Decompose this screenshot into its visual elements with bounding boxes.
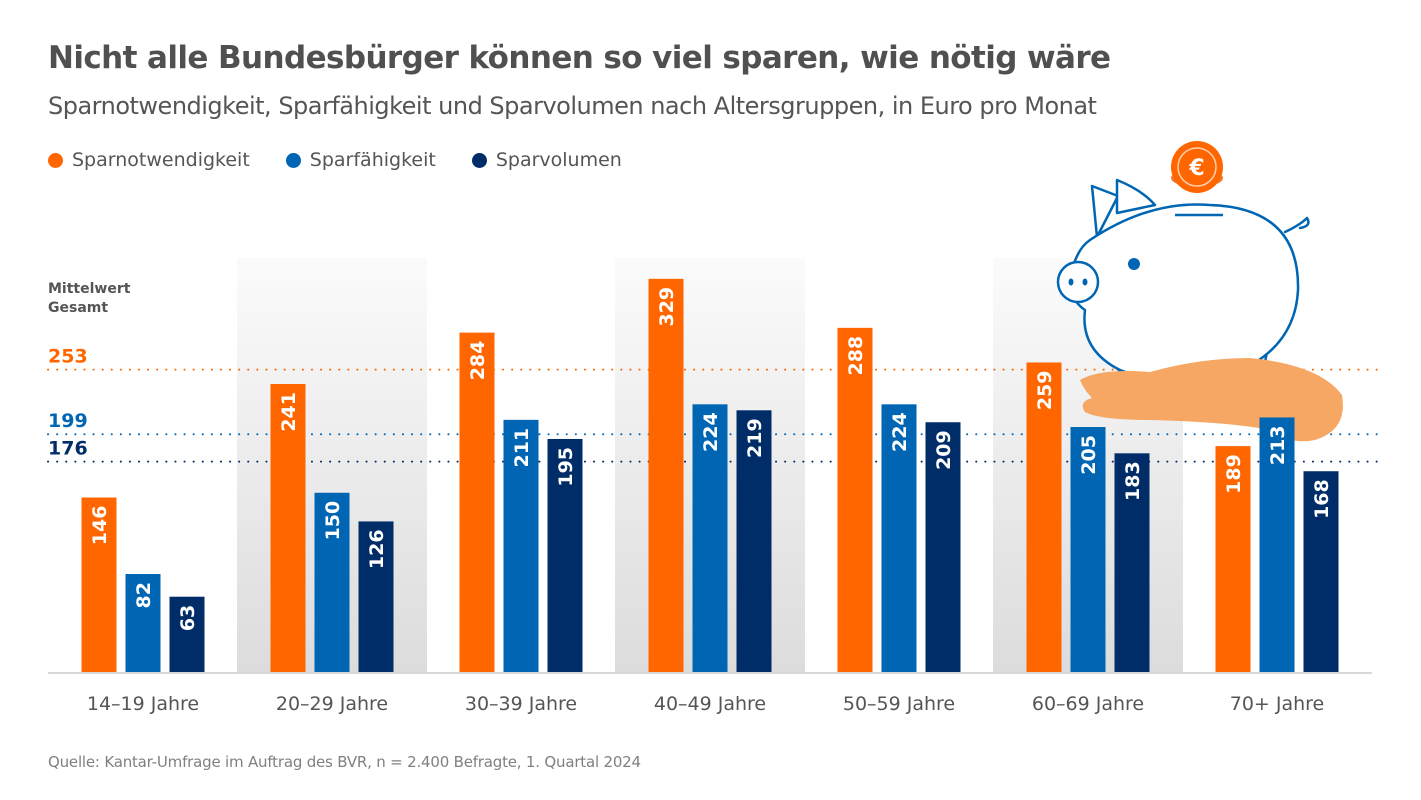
legend-label: Sparfähigkeit [309, 149, 436, 171]
bar [692, 404, 728, 672]
x-tick-label: 14–19 Jahre [87, 693, 199, 715]
mean-title-line2: Gesamt [48, 300, 109, 316]
bar [1070, 427, 1106, 672]
bar [1114, 453, 1150, 672]
bar-value-label: 211 [511, 428, 533, 468]
bar-value-label: 150 [322, 501, 344, 541]
bar-value-label: 63 [177, 605, 199, 631]
euro-coin-icon: € [1171, 141, 1223, 193]
bar [125, 574, 161, 672]
legend-label: Sparvolumen [495, 149, 622, 171]
bar-value-label: 209 [933, 430, 955, 470]
legend: Sparnotwendigkeit Sparfähigkeit Sparvolu… [48, 149, 622, 171]
bar [648, 278, 684, 672]
legend-item-sparvolumen: Sparvolumen [471, 149, 622, 171]
bar [881, 404, 917, 672]
source-note: Quelle: Kantar-Umfrage im Auftrag des BV… [48, 753, 641, 771]
bar-value-label: 259 [1034, 370, 1056, 410]
bar [547, 438, 583, 672]
bar [81, 497, 117, 672]
mean-value-label: 199 [48, 410, 88, 432]
bar [358, 521, 394, 672]
bar [1259, 417, 1295, 672]
bar [837, 327, 873, 672]
chart-title: Nicht alle Bundesbürger können so viel s… [48, 40, 1111, 76]
x-tick-label: 30–39 Jahre [465, 693, 577, 715]
legend-dot-icon [471, 152, 487, 168]
bar-value-label: 329 [656, 287, 678, 327]
bar-value-label: 168 [1311, 479, 1333, 519]
bar-value-label: 183 [1122, 461, 1144, 501]
x-tick-label: 70+ Jahre [1230, 693, 1325, 715]
mean-value-label: 253 [48, 346, 88, 368]
legend-dot-icon [48, 152, 63, 168]
bar [314, 492, 350, 672]
bar [925, 422, 961, 672]
x-tick-label: 50–59 Jahre [843, 693, 955, 715]
piggy-bank-illustration: € [1056, 141, 1343, 442]
x-tick-label: 60–69 Jahre [1032, 693, 1144, 715]
bar-value-label: 146 [89, 506, 111, 546]
bar-value-label: 288 [845, 336, 867, 376]
mean-title: Mittelwert Gesamt [48, 280, 130, 318]
euro-symbol: € [1188, 156, 1204, 181]
bar-value-label: 284 [467, 341, 489, 381]
legend-label: Sparnotwendigkeit [72, 149, 250, 171]
legend-item-sparnotwendigkeit: Sparnotwendigkeit [48, 149, 250, 171]
x-tick-label: 40–49 Jahre [654, 693, 766, 715]
mean-title-line1: Mittelwert [48, 281, 131, 297]
legend-dot-icon [285, 152, 301, 168]
bar-value-label: 189 [1223, 454, 1245, 494]
bar [1215, 446, 1251, 672]
bar [1303, 471, 1339, 672]
bar-value-label: 126 [366, 529, 388, 569]
bar-value-label: 195 [555, 447, 577, 487]
bar [736, 410, 772, 672]
bar-value-label: 224 [889, 412, 911, 452]
bar-value-label: 82 [133, 582, 155, 608]
bar [169, 596, 205, 672]
chart-subtitle: Sparnotwendigkeit, Sparfähigkeit und Spa… [48, 92, 1097, 120]
bar-value-label: 219 [744, 418, 766, 458]
bar-value-label: 241 [278, 392, 300, 432]
bar [270, 384, 306, 672]
x-tick-label: 20–29 Jahre [276, 693, 388, 715]
bar-value-label: 224 [700, 412, 722, 452]
bar [503, 419, 539, 672]
bar [1026, 362, 1062, 672]
mean-value-label: 176 [48, 438, 88, 460]
bar [459, 332, 495, 672]
legend-item-sparfaehigkeit: Sparfähigkeit [285, 149, 436, 171]
bar-value-label: 205 [1078, 435, 1100, 475]
bar-value-label: 213 [1267, 425, 1289, 465]
